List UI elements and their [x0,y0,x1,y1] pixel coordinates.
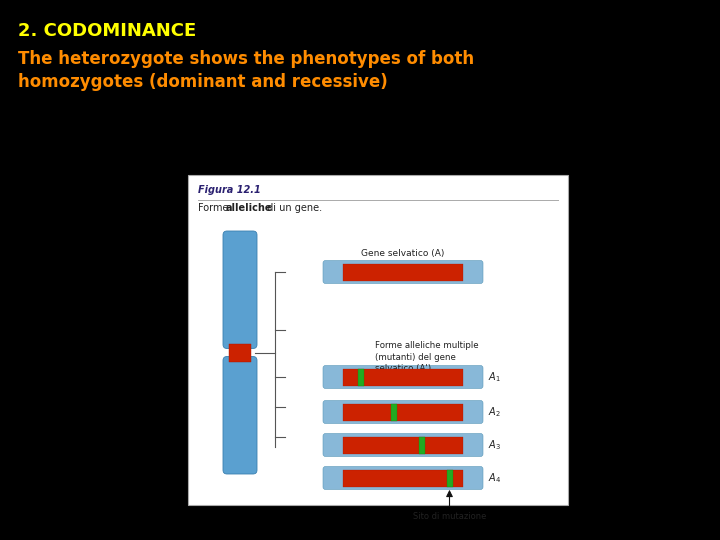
Text: di un gene.: di un gene. [264,203,322,213]
Text: 2. CODOMINANCE: 2. CODOMINANCE [18,22,197,40]
Bar [391,403,397,421]
Text: $A_1$: $A_1$ [488,370,501,384]
Text: Forme alleliche multiple
(mutanti) del gene
selvatico (A'): Forme alleliche multiple (mutanti) del g… [375,341,479,373]
FancyBboxPatch shape [223,231,257,348]
Text: $A_2$: $A_2$ [488,405,501,419]
Text: $A_4$: $A_4$ [488,471,502,485]
Bar [343,469,464,487]
Bar [343,436,464,454]
Bar [358,368,364,386]
Bar [418,436,425,454]
FancyBboxPatch shape [323,434,483,456]
Text: Forme: Forme [198,203,232,213]
Bar [446,469,452,487]
Bar [343,264,464,280]
Text: Sito di mutazione: Sito di mutazione [413,512,486,521]
Text: alleliche: alleliche [226,203,272,213]
Text: $A_3$: $A_3$ [488,438,501,452]
Text: The heterozygote shows the phenotypes of both
homozygotes (dominant and recessiv: The heterozygote shows the phenotypes of… [18,50,474,91]
Bar [343,403,464,421]
Bar [188,175,568,505]
FancyBboxPatch shape [323,260,483,284]
FancyBboxPatch shape [323,467,483,489]
Text: Figura 12.1: Figura 12.1 [198,185,261,195]
Bar [229,343,251,361]
FancyBboxPatch shape [223,356,257,474]
FancyBboxPatch shape [323,401,483,423]
FancyBboxPatch shape [323,366,483,388]
Text: Gene selvatico (A): Gene selvatico (A) [361,249,445,258]
Bar [343,368,464,386]
